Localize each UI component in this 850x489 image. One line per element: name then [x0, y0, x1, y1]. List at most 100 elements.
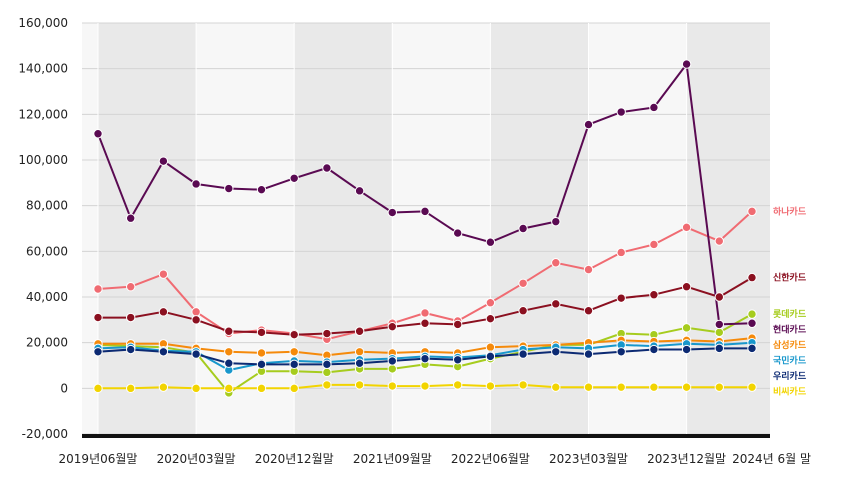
data-point	[420, 308, 430, 318]
data-point	[354, 186, 365, 196]
data-point	[158, 347, 169, 357]
data-point	[126, 282, 136, 292]
data-point	[453, 319, 463, 330]
y-tick-label: 20,000	[26, 336, 68, 350]
data-point	[681, 282, 692, 292]
data-point	[256, 348, 267, 358]
background-bands	[82, 23, 770, 434]
data-point	[420, 381, 430, 391]
data-point	[551, 382, 561, 392]
data-point	[649, 344, 659, 355]
data-point	[420, 353, 430, 364]
data-point	[551, 299, 561, 309]
data-point	[747, 343, 757, 354]
data-point	[616, 107, 626, 117]
data-point	[551, 216, 561, 227]
background-band	[686, 23, 770, 434]
background-band	[196, 23, 295, 434]
data-point	[649, 239, 659, 250]
data-point	[747, 318, 757, 328]
data-point	[224, 347, 234, 357]
data-point	[747, 206, 757, 217]
series-points	[93, 59, 757, 398]
x-tick-label: 2023년03월말	[549, 452, 628, 466]
data-point	[289, 347, 299, 357]
x-tick-label: 2024년 6월 말	[732, 452, 811, 466]
data-point	[387, 364, 397, 374]
data-point	[224, 358, 234, 368]
data-point	[93, 284, 103, 294]
data-point	[747, 382, 757, 392]
data-point	[256, 383, 267, 394]
y-tick-label: 0	[60, 381, 68, 395]
y-tick-label: -20,000	[22, 427, 68, 441]
data-point	[93, 347, 103, 357]
data-point	[224, 383, 234, 394]
data-point	[387, 321, 397, 332]
data-point	[289, 329, 299, 340]
data-point	[616, 347, 626, 357]
data-point	[322, 380, 332, 390]
data-point	[158, 156, 169, 166]
data-point	[191, 383, 201, 394]
series-label: 신한카드	[773, 272, 807, 284]
data-point	[616, 382, 626, 392]
data-point	[681, 382, 692, 392]
data-point	[583, 119, 594, 130]
background-band	[588, 23, 687, 434]
data-point	[354, 380, 365, 390]
background-band	[294, 23, 393, 434]
data-point	[191, 349, 201, 359]
data-point	[453, 228, 463, 238]
data-point	[518, 223, 528, 234]
y-tick-label: 60,000	[26, 244, 68, 258]
data-point	[681, 344, 692, 355]
data-point	[453, 380, 463, 390]
data-point	[747, 272, 757, 283]
data-point	[681, 222, 692, 233]
background-band	[98, 23, 197, 434]
data-point	[649, 290, 659, 300]
data-point	[649, 382, 659, 392]
data-point	[322, 367, 332, 378]
series-label: 현대카드	[773, 324, 807, 336]
data-point	[126, 344, 136, 355]
data-point	[387, 356, 397, 366]
data-point	[453, 355, 463, 365]
background-band	[82, 23, 98, 434]
data-point	[354, 326, 365, 336]
data-point	[354, 358, 365, 368]
data-point	[126, 213, 136, 223]
data-point	[583, 349, 594, 359]
x-axis-bar	[82, 434, 770, 438]
series-label: 우리카드	[773, 370, 807, 382]
series-label: 삼성카드	[773, 339, 807, 351]
data-point	[224, 326, 234, 336]
y-axis: -20,000 0 20,000 40,000 60,000 80,000 100,000 1…	[18, 16, 68, 441]
y-tick-label: 140,000	[18, 62, 68, 76]
data-point	[551, 347, 561, 357]
data-point	[714, 319, 724, 330]
series-label: 롯데카드	[773, 308, 807, 320]
data-point	[583, 306, 594, 316]
data-point	[485, 342, 496, 352]
data-point	[191, 315, 201, 325]
y-tick-label: 40,000	[26, 290, 68, 304]
y-tick-label: 100,000	[18, 153, 68, 167]
data-point	[485, 237, 496, 247]
background-band	[392, 23, 491, 434]
data-point	[420, 318, 430, 328]
data-point	[583, 382, 594, 392]
data-point	[518, 278, 528, 288]
data-point	[518, 349, 528, 359]
x-tick-label: 2020년03월말	[157, 452, 236, 466]
data-point	[649, 102, 659, 113]
data-point	[354, 347, 365, 357]
data-point	[714, 343, 724, 354]
data-point	[126, 383, 136, 394]
data-point	[747, 309, 757, 319]
data-point	[322, 163, 332, 173]
